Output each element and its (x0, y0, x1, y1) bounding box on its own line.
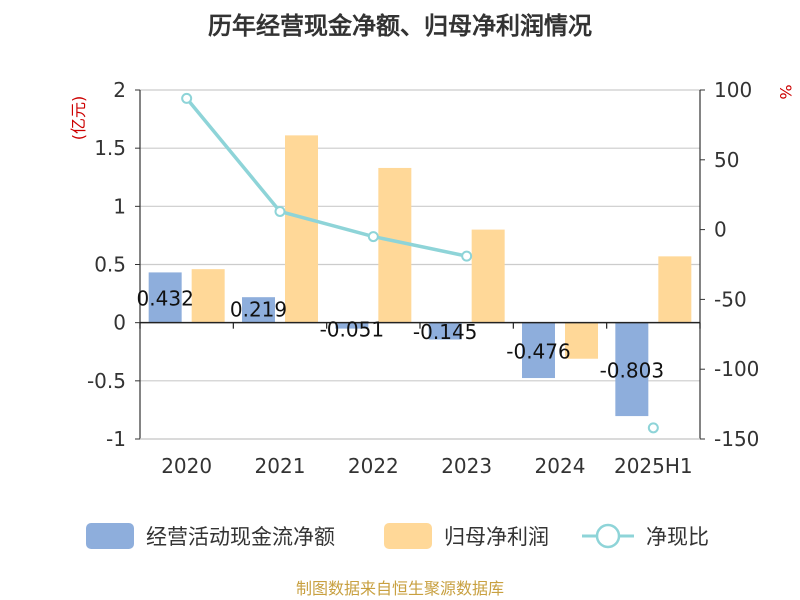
ratio-point (367, 231, 379, 243)
ratio-line (181, 92, 659, 434)
x-tick-label: 2023 (441, 454, 492, 478)
data-label-cashflow: 0.219 (230, 298, 287, 322)
data-label-cashflow: -0.051 (320, 318, 384, 342)
legend-label-cashflow: 经营活动现金流净额 (146, 525, 335, 549)
legend-marker-ratio (595, 523, 621, 549)
right-axis-unit: % (776, 84, 795, 99)
left-tick-label: -1 (106, 427, 126, 451)
right-tick-label: -100 (714, 357, 759, 381)
right-axis: 100 50 0 -50 -100 -150 (700, 78, 759, 451)
left-tick-label: 1 (113, 194, 126, 218)
right-tick-label: -50 (714, 287, 747, 311)
left-tick-label: 2 (113, 78, 126, 102)
bar-profit (285, 135, 318, 323)
data-label-cashflow: -0.803 (600, 358, 664, 382)
data-label-cashflow: 0.432 (137, 287, 194, 311)
x-tick-label: 2025H1 (614, 454, 693, 478)
bar-profit (658, 256, 692, 323)
bar-cashflow (522, 322, 555, 379)
left-tick-label: 0.5 (94, 253, 126, 277)
left-tick-label: 1.5 (94, 136, 126, 160)
chart-title: 历年经营现金净额、归母净利润情况 (208, 12, 592, 40)
legend: 经营活动现金流净额 归母净利润 净现比 (86, 523, 709, 549)
axes (139, 90, 701, 440)
bar-cashflow (148, 272, 182, 323)
bar-profit (471, 229, 505, 323)
legend-label-profit: 归母净利润 (444, 525, 549, 549)
left-axis-unit: (亿元) (69, 96, 88, 141)
data-label-cashflow: -0.145 (413, 320, 477, 344)
right-tick-label: 0 (714, 218, 727, 242)
x-tick-label: 2020 (161, 454, 212, 478)
x-axis: 2020 2021 2022 2023 2024 2025H1 (161, 454, 692, 478)
ratio-point (461, 250, 473, 262)
bar-cashflow (242, 297, 275, 323)
bar-profit (191, 269, 225, 323)
legend-swatch-profit (384, 523, 432, 549)
left-tick-label: -0.5 (87, 369, 126, 393)
source-note: 制图数据来自恒生聚源数据库 (296, 579, 504, 598)
right-tick-label: -150 (714, 427, 759, 451)
bar-cashflow (428, 322, 462, 340)
bar-cashflow (615, 322, 649, 417)
data-labels: 0.432 0.219 -0.051 -0.145 -0.476 -0.803 (137, 287, 665, 383)
legend-item-ratio[interactable]: 净现比 (582, 523, 709, 549)
legend-item-profit[interactable]: 归母净利润 (384, 523, 549, 549)
bar-profit (565, 322, 598, 359)
bar-cashflow (335, 322, 369, 329)
left-axis: 2 1.5 1 0.5 0 -0.5 -1 (87, 78, 140, 451)
x-tick-label: 2024 (535, 454, 586, 478)
ratio-point (274, 205, 286, 217)
legend-label-ratio: 净现比 (646, 525, 709, 549)
x-tick-label: 2021 (255, 454, 306, 478)
ratio-point (181, 92, 193, 104)
legend-item-cashflow[interactable]: 经营活动现金流净额 (86, 523, 335, 549)
right-tick-label: 100 (714, 78, 752, 102)
left-tick-label: 0 (113, 311, 126, 335)
bars (148, 135, 692, 417)
x-tick-label: 2022 (348, 454, 399, 478)
bar-profit (378, 167, 412, 323)
data-label-cashflow: -0.476 (506, 339, 570, 363)
right-tick-label: 50 (714, 148, 739, 172)
ratio-point (647, 422, 659, 434)
legend-swatch-cashflow (86, 523, 134, 549)
ratio-line-segment (185, 97, 468, 258)
